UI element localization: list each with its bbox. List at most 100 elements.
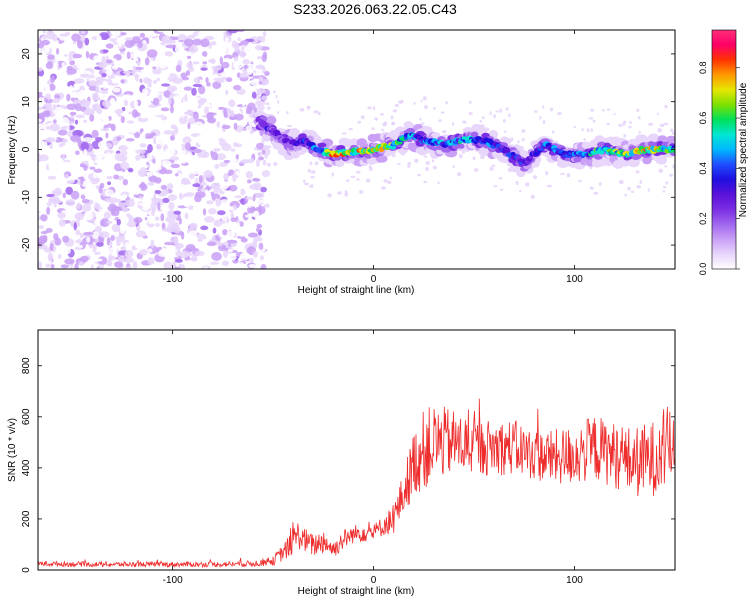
spectrogram-noise-cell (150, 208, 155, 217)
spectrogram-noise-cell (170, 135, 175, 141)
spectrogram-scatter-cell (308, 184, 311, 188)
spectrogram-noise-cell (178, 192, 183, 200)
spectrogram-scatter-cell (468, 111, 473, 115)
spectrogram-scatter-cell (639, 179, 642, 184)
spectrogram-noise-cell (206, 241, 217, 247)
spectrogram-noise-cell (215, 153, 226, 161)
spectrogram-scatter-cell (499, 108, 502, 113)
spectrogram-noise-cell (57, 253, 62, 260)
spectrogram-noise-cell (82, 100, 92, 106)
spectrogram-noise-cell (89, 114, 95, 122)
colorbar: 0.0 0.2 0.4 0.6 0.8 Normalized spectral ampl… (698, 29, 749, 275)
spectrogram-noise-cell (62, 192, 66, 199)
spectrogram-noise-cell (152, 158, 156, 164)
spectrogram-noise-cell (239, 76, 249, 82)
spectrogram-scatter-cell (592, 119, 596, 123)
spectrogram-noise-cell (134, 73, 139, 82)
spectrogram-noise-cell (120, 79, 125, 84)
spectrogram-noise-cell (240, 237, 248, 243)
spectrogram-noise-cell (52, 177, 62, 187)
spectrogram-noise-cell (161, 160, 172, 168)
spectrogram-scatter-cell (382, 122, 387, 127)
spectrogram-noise-cell (116, 170, 125, 176)
spectrogram-scatter-cell (627, 186, 631, 191)
spectrogram-noise-cell (46, 193, 55, 198)
spectrogram-scatter-cell (299, 107, 305, 112)
spectrogram-noise-cell (206, 112, 214, 121)
spectrogram-noise-cell (96, 241, 104, 247)
spectrogram-scatter-cell (407, 164, 411, 168)
spectrogram-noise-cell (158, 234, 163, 241)
spectrogram-noise-cell (227, 249, 234, 253)
spectrogram-noise-cell (74, 212, 85, 221)
spectrogram-scatter-cell (624, 193, 627, 197)
spectrogram-scatter-cell (277, 110, 280, 115)
spectrogram-scatter-cell (287, 124, 292, 128)
spectrogram-scatter-cell (665, 181, 669, 185)
spectrogram-noise-cell (83, 119, 88, 124)
spectrogram-noise-cell (218, 180, 230, 190)
spectrogram-scatter-cell (422, 96, 427, 101)
spectrogram-scatter-cell (498, 177, 503, 180)
spectrogram-noise-cell (154, 189, 162, 194)
spectrogram-scatter-cell (331, 172, 335, 177)
spectrogram-scatter-cell (368, 165, 372, 168)
spectrogram-scatter-cell (317, 111, 321, 116)
spectrogram-noise-cell (197, 139, 208, 146)
spectrogram-scatter-cell (425, 166, 429, 172)
spectrogram-noise-cell (221, 61, 230, 69)
spectrogram-noise-cell (152, 68, 162, 75)
spectrogram-noise-cell (55, 47, 60, 55)
spectrogram-noise-cell (223, 107, 228, 117)
spectrogram-noise-cell (200, 38, 210, 48)
spectrogram-noise-cell (120, 161, 130, 170)
spectrogram-noise-cell (206, 200, 214, 205)
spectrogram-noise-cell (192, 205, 202, 211)
spectrogram-noise-cell (91, 129, 99, 139)
spectrogram-scatter-cell (508, 113, 511, 118)
spectrogram-noise-cell (75, 169, 80, 177)
page-title: S233.2026.063.22.05.C43 (293, 1, 457, 17)
spectrogram-noise-cell (138, 205, 142, 209)
spectrogram-noise-cell (203, 255, 214, 264)
spectrogram-noise-cell (39, 196, 43, 203)
spectrogram-noise-cell (155, 222, 160, 228)
spectrogram-noise-cell (243, 46, 254, 54)
spectrogram-noise-cell (126, 51, 131, 60)
spectrogram-noise-cell (64, 173, 69, 179)
spectrogram-noise-cell (44, 97, 48, 103)
spectrogram-scatter-cell (365, 178, 371, 183)
spectrogram-noise-cell (69, 60, 76, 66)
spectrogram-noise-cell (45, 227, 53, 233)
spectrogram-noise-cell (230, 217, 237, 223)
spectrogram-noise-cell (139, 32, 146, 38)
spectrogram-noise-cell (52, 115, 60, 121)
spectrogram-scatter-cell (392, 121, 395, 126)
spectrogram-scatter-cell (310, 170, 316, 174)
spectrogram-y-tick-label: -10 (21, 190, 32, 205)
spectrogram-noise-cell (252, 210, 260, 219)
spectrogram-noise-cell (114, 108, 124, 115)
spectrogram-noise-cell (253, 182, 262, 191)
spectrogram-noise-cell (238, 229, 245, 237)
spectrogram-noise-cell (189, 222, 198, 229)
spectrogram-noise-cell (225, 36, 229, 46)
spectrogram-noise-cell (182, 136, 192, 145)
spectrogram-noise-cell (194, 215, 200, 223)
spectrogram-noise-cell (88, 244, 98, 249)
spectrogram-noise-cell (81, 199, 90, 204)
spectrogram-noise-cell (108, 132, 118, 138)
spectrogram-noise-cell (40, 214, 48, 222)
spectrogram-noise-cell (173, 210, 182, 215)
spectrogram-scatter-cell (314, 161, 319, 166)
spectrogram-noise-cell (38, 186, 48, 191)
spectrogram-noise-cell (171, 61, 176, 66)
snr-y-tick-label: 800 (21, 357, 32, 374)
spectrogram-noise-cell (172, 36, 180, 41)
spectrogram-noise-cell (92, 172, 98, 179)
spectrogram-noise-cell (38, 140, 45, 148)
spectrogram-noise-cell (60, 210, 70, 214)
spectrogram-noise-cell (260, 264, 267, 269)
spectrogram-scatter-cell (636, 184, 641, 189)
